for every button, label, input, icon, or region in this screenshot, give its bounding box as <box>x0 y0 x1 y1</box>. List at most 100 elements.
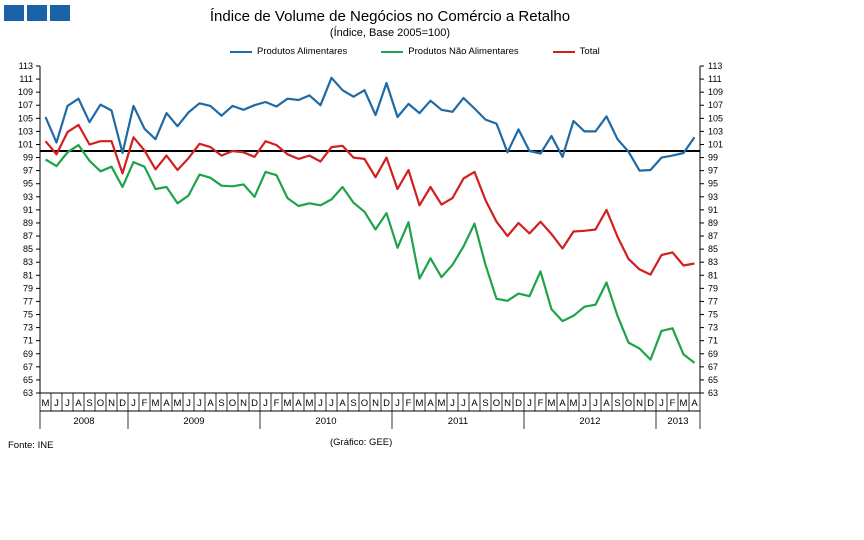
x-month-label: J <box>131 398 136 409</box>
series-line-total <box>44 123 695 276</box>
x-month-label: F <box>274 398 280 409</box>
y-tick-label-left: 95 <box>23 179 33 189</box>
x-year-label: 2009 <box>183 416 204 427</box>
x-month-label: J <box>65 398 70 409</box>
legend-label-alimentares: Produtos Alimentares <box>257 46 348 57</box>
x-month-label: M <box>306 398 314 409</box>
y-tick-label-left: 93 <box>23 192 33 202</box>
x-month-label: J <box>329 398 334 409</box>
legend-swatch-total <box>552 50 575 53</box>
x-month-label: M <box>284 398 292 409</box>
x-month-label: O <box>229 398 236 409</box>
y-tick-label-right: 67 <box>708 362 718 372</box>
y-tick-label-left: 77 <box>23 296 33 306</box>
y-tick-label-left: 75 <box>23 310 33 320</box>
y-tick-label-right: 95 <box>708 179 718 189</box>
x-month-label: S <box>350 398 356 409</box>
y-tick-label-right: 99 <box>708 153 718 163</box>
x-month-label: F <box>406 398 412 409</box>
x-month-label: N <box>636 398 643 409</box>
x-year-label: 2008 <box>73 416 94 427</box>
source-note: Fonte: INE <box>8 440 54 451</box>
x-month-label: N <box>504 398 511 409</box>
y-tick-label-left: 65 <box>23 375 33 385</box>
x-month-label: J <box>197 398 202 409</box>
x-month-label: J <box>186 398 191 409</box>
y-tick-label-left: 63 <box>23 388 33 398</box>
x-month-label: J <box>395 398 400 409</box>
y-tick-label-right: 111 <box>708 74 722 84</box>
x-month-label: D <box>647 398 654 409</box>
x-month-label: A <box>207 398 214 409</box>
legend-item-total: Total <box>552 46 600 57</box>
x-month-label: M <box>152 398 160 409</box>
x-month-label: A <box>295 398 302 409</box>
legend-swatch-nao-alimentares <box>381 50 404 53</box>
x-month-label: J <box>659 398 664 409</box>
x-month-label: A <box>691 398 698 409</box>
x-month-label: S <box>614 398 620 409</box>
x-month-label: M <box>570 398 578 409</box>
x-month-label: S <box>482 398 488 409</box>
y-tick-label-right: 97 <box>708 166 718 176</box>
x-month-label: J <box>450 398 455 409</box>
y-tick-label-left: 81 <box>23 270 33 280</box>
x-month-label: A <box>75 398 82 409</box>
y-tick-label-left: 83 <box>23 257 33 267</box>
x-month-label: A <box>603 398 610 409</box>
legend-item-alimentares: Produtos Alimentares <box>230 46 347 57</box>
x-month-label: S <box>218 398 224 409</box>
x-month-label: F <box>670 398 676 409</box>
y-tick-label-left: 109 <box>18 87 33 97</box>
y-tick-label-left: 69 <box>23 349 33 359</box>
x-month-label: N <box>108 398 115 409</box>
x-year-label: 2010 <box>315 416 336 427</box>
x-month-label: J <box>318 398 323 409</box>
x-month-label: M <box>416 398 424 409</box>
x-month-label: J <box>527 398 532 409</box>
x-month-label: M <box>438 398 446 409</box>
chart-credit: (Gráfico: GEE) <box>330 437 393 448</box>
x-month-label: J <box>593 398 598 409</box>
x-month-label: J <box>54 398 59 409</box>
x-month-label: M <box>548 398 556 409</box>
series-line-alimentares <box>44 76 696 172</box>
legend-swatch-alimentares <box>230 50 252 53</box>
x-month-label: A <box>163 398 170 409</box>
y-tick-label-left: 113 <box>19 61 33 71</box>
x-month-label: N <box>240 398 247 409</box>
legend-label-total: Total <box>579 46 600 57</box>
y-tick-label-right: 83 <box>708 257 718 267</box>
y-tick-label-right: 77 <box>708 296 718 306</box>
y-tick-label-left: 105 <box>18 113 33 123</box>
x-month-label: O <box>493 398 500 409</box>
y-tick-label-right: 75 <box>708 310 718 320</box>
x-year-label: 2012 <box>579 416 600 427</box>
series-line-nao-alimentares <box>44 144 696 364</box>
y-tick-label-right: 69 <box>708 349 718 359</box>
y-tick-label-right: 103 <box>708 126 723 136</box>
x-month-label: A <box>427 398 434 409</box>
y-tick-label-right: 85 <box>708 244 718 254</box>
x-month-label: M <box>42 398 50 409</box>
x-month-label: O <box>625 398 632 409</box>
x-month-label: J <box>461 398 466 409</box>
x-month-label: F <box>142 398 148 409</box>
x-month-label: M <box>174 398 182 409</box>
y-tick-label-left: 85 <box>23 244 33 254</box>
x-month-label: J <box>263 398 268 409</box>
x-month-label: O <box>361 398 368 409</box>
y-tick-label-left: 97 <box>23 166 33 176</box>
y-tick-label-right: 91 <box>708 205 718 215</box>
x-month-label: M <box>680 398 688 409</box>
x-month-label: N <box>372 398 379 409</box>
y-tick-label-left: 99 <box>23 153 33 163</box>
y-tick-label-left: 111 <box>19 74 33 84</box>
y-tick-label-left: 91 <box>23 205 33 215</box>
y-tick-label-left: 87 <box>23 231 33 241</box>
y-tick-label-right: 63 <box>708 388 718 398</box>
x-month-label: F <box>538 398 544 409</box>
logo-block <box>50 5 70 21</box>
y-tick-label-left: 103 <box>18 126 33 136</box>
